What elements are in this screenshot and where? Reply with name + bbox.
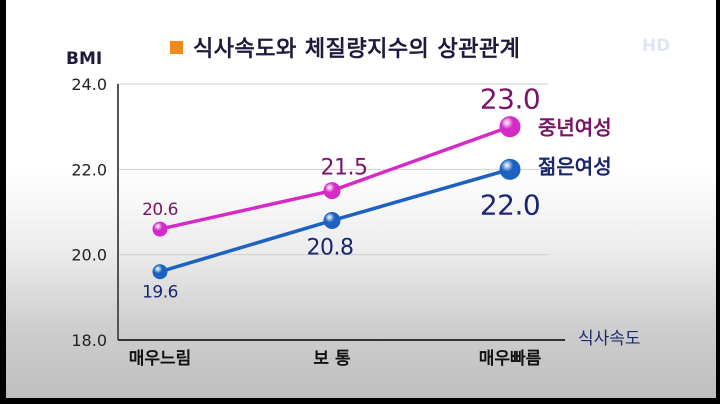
data-point <box>152 264 168 280</box>
data-label: 20.8 <box>307 236 354 261</box>
data-label: 21.5 <box>321 156 368 181</box>
hd-badge: HD <box>642 36 671 56</box>
y-tick-label: 24.0 <box>71 75 107 94</box>
data-point <box>499 158 521 180</box>
data-point <box>323 212 341 230</box>
y-tick-label: 22.0 <box>71 160 107 179</box>
chart-title-text: 식사속도와 체질량지수의 상관관계 <box>193 37 521 62</box>
data-point <box>152 221 168 237</box>
data-label: 23.0 <box>480 83 540 116</box>
y-tick-label: 18.0 <box>71 331 107 350</box>
x-tick-label: 보 통 <box>313 349 351 369</box>
letterbox-right <box>716 0 720 404</box>
series-name-label: 중년여성 <box>538 116 612 140</box>
data-point <box>323 182 341 200</box>
data-label: 20.6 <box>142 200 178 220</box>
letterbox-left <box>0 0 6 404</box>
series-name-label: 젊은여성 <box>538 154 612 178</box>
data-label: 22.0 <box>480 188 540 221</box>
chart-title: 식사속도와 체질량지수의 상관관계 <box>170 30 520 64</box>
letterbox-bottom <box>0 398 720 404</box>
data-point <box>499 116 521 138</box>
x-tick-label: 매우빠름 <box>479 349 542 369</box>
x-axis-label: 식사속도 <box>578 329 641 349</box>
y-axis-label: BMI <box>66 49 102 69</box>
data-label: 19.6 <box>142 283 178 303</box>
title-bullet-icon <box>170 40 183 54</box>
y-tick-label: 20.0 <box>71 246 107 265</box>
x-tick-label: 매우느림 <box>129 349 192 369</box>
